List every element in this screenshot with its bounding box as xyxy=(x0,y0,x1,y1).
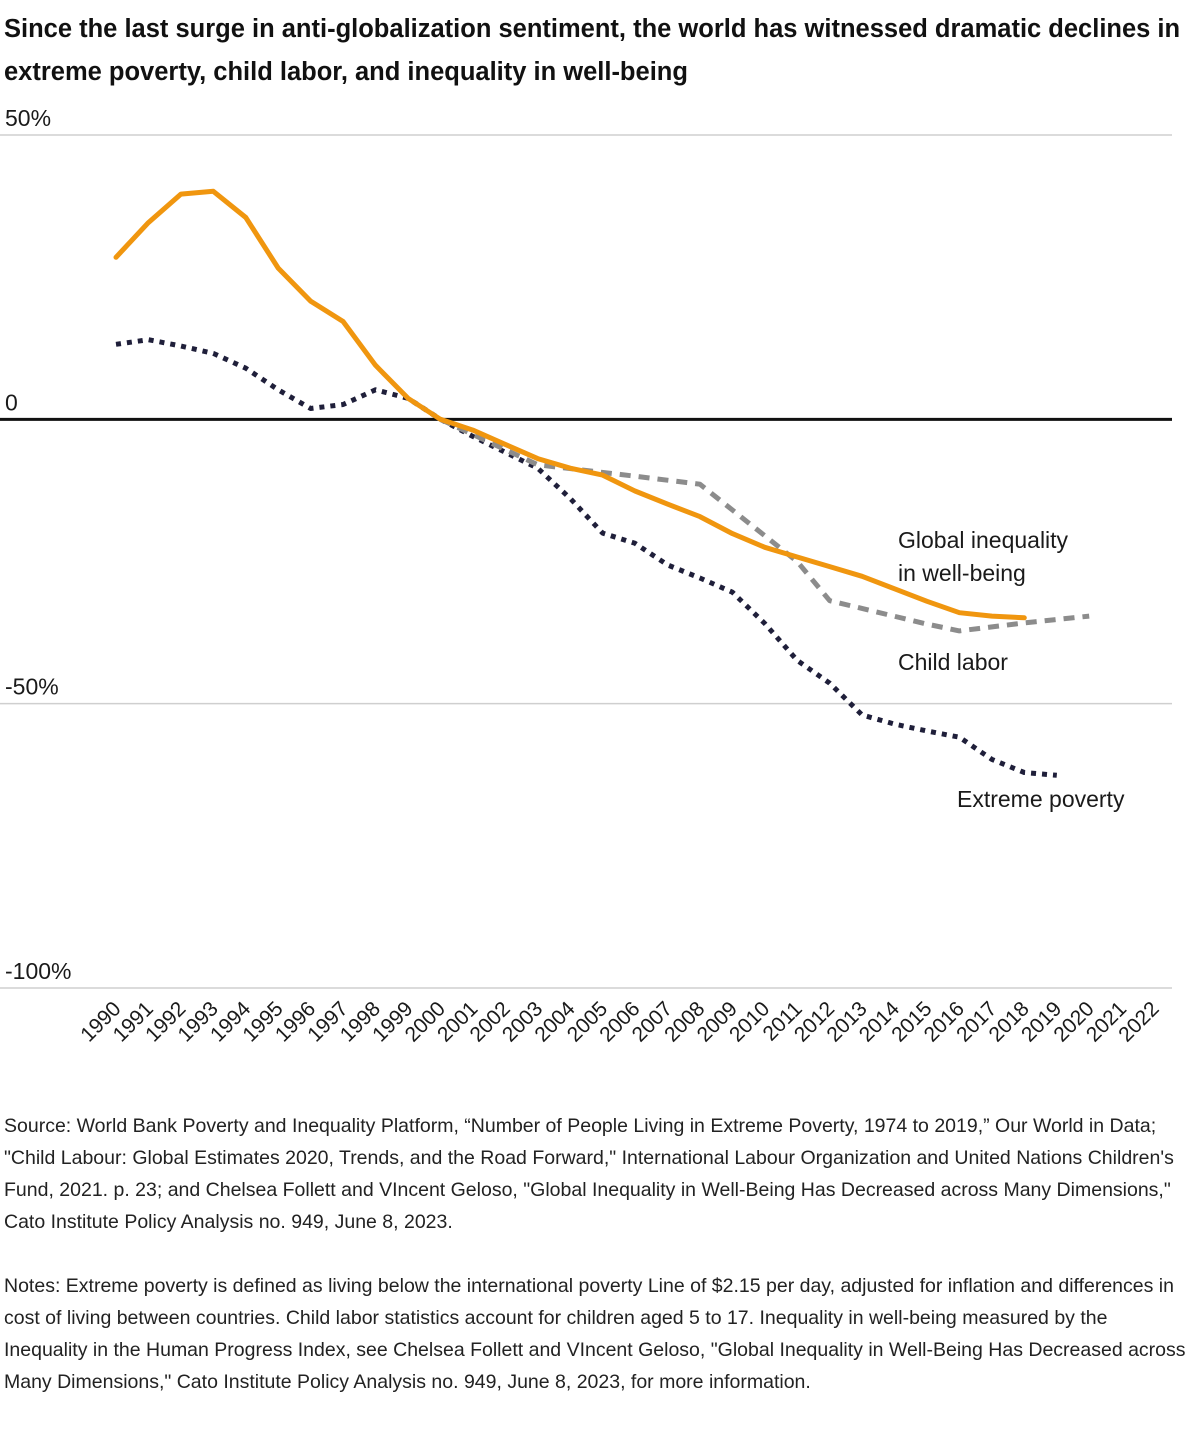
series-line-global-inequality-in-well-being xyxy=(113,188,1027,621)
data-point xyxy=(211,189,215,193)
data-point xyxy=(925,729,929,733)
data-point xyxy=(568,466,572,470)
data-point xyxy=(374,388,378,392)
line-chart: 50% 0 -50% -100% 19901991199219931994199519… xyxy=(0,105,1172,1047)
data-point xyxy=(633,489,637,493)
y-tick-label: -100% xyxy=(5,958,71,984)
notes-text: Notes: Extreme poverty is defined as liv… xyxy=(4,1275,1186,1393)
series-label: Extreme poverty xyxy=(957,786,1125,812)
data-point xyxy=(536,466,540,470)
series-label: in well-being xyxy=(898,560,1026,586)
data-point xyxy=(957,735,961,739)
gridlines xyxy=(0,134,1172,989)
data-point xyxy=(795,555,799,559)
data-point xyxy=(860,713,864,717)
chart-title: Since the last surge in anti-globalizati… xyxy=(4,15,1181,86)
data-point xyxy=(536,463,540,467)
data-point xyxy=(925,622,929,626)
data-point xyxy=(179,192,183,196)
data-point xyxy=(763,621,767,625)
data-point xyxy=(633,541,637,545)
data-point xyxy=(114,255,118,259)
data-point xyxy=(990,614,994,618)
series-label: Child labor xyxy=(898,649,1008,675)
data-point xyxy=(698,576,702,580)
data-point xyxy=(146,221,150,225)
data-point xyxy=(665,502,669,506)
data-point xyxy=(1055,773,1059,777)
series-label: Global inequality xyxy=(898,527,1069,553)
data-point xyxy=(698,515,702,519)
data-point xyxy=(1022,621,1026,625)
data-point xyxy=(893,587,897,591)
data-point xyxy=(828,681,832,685)
data-point xyxy=(633,474,637,478)
data-point xyxy=(503,442,507,446)
data-point xyxy=(925,599,929,603)
data-point xyxy=(698,482,702,486)
data-point xyxy=(1022,616,1026,620)
data-point xyxy=(114,342,118,346)
data-point xyxy=(828,599,832,603)
data-point xyxy=(309,407,313,411)
y-axis-ticks: 50% 0 -50% -100% xyxy=(5,105,71,984)
data-point xyxy=(374,363,378,367)
series-labels: Global inequality in well-being Child labo… xyxy=(898,527,1125,812)
data-point xyxy=(438,417,442,421)
data-point xyxy=(990,757,994,761)
source-note: Source: World Bank Poverty and Inequalit… xyxy=(4,1115,1174,1233)
data-point xyxy=(211,351,215,355)
data-point xyxy=(763,545,767,549)
data-point xyxy=(406,396,410,400)
data-point xyxy=(471,428,475,432)
data-point xyxy=(1087,614,1091,618)
data-point xyxy=(601,473,605,477)
data-point xyxy=(503,450,507,454)
data-point xyxy=(665,563,669,567)
data-point xyxy=(957,629,961,633)
data-point xyxy=(146,338,150,342)
y-tick-label: 0 xyxy=(5,389,18,415)
x-axis-ticks: 1990199119921993199419951996199719981999… xyxy=(76,997,1163,1047)
data-point xyxy=(341,403,345,407)
data-point xyxy=(795,560,799,564)
series-line-extreme-poverty xyxy=(115,337,1058,778)
data-point xyxy=(276,388,280,392)
data-point xyxy=(536,457,540,461)
data-point xyxy=(244,215,248,219)
data-point xyxy=(309,299,313,303)
data-point xyxy=(795,658,799,662)
data-point xyxy=(341,320,345,324)
data-point xyxy=(179,344,183,348)
data-point xyxy=(860,574,864,578)
series-line-child-labor xyxy=(439,417,1090,634)
data-point xyxy=(730,590,734,594)
data-point xyxy=(276,266,280,270)
data-point xyxy=(1022,770,1026,774)
data-point xyxy=(828,565,832,569)
y-tick-label: 50% xyxy=(5,105,51,131)
data-point xyxy=(957,611,961,615)
data-point xyxy=(568,496,572,500)
data-point xyxy=(244,366,248,370)
data-point xyxy=(893,722,897,726)
y-tick-label: -50% xyxy=(5,674,59,700)
data-point xyxy=(601,531,605,535)
series-lines xyxy=(113,188,1091,778)
data-point xyxy=(730,532,734,536)
